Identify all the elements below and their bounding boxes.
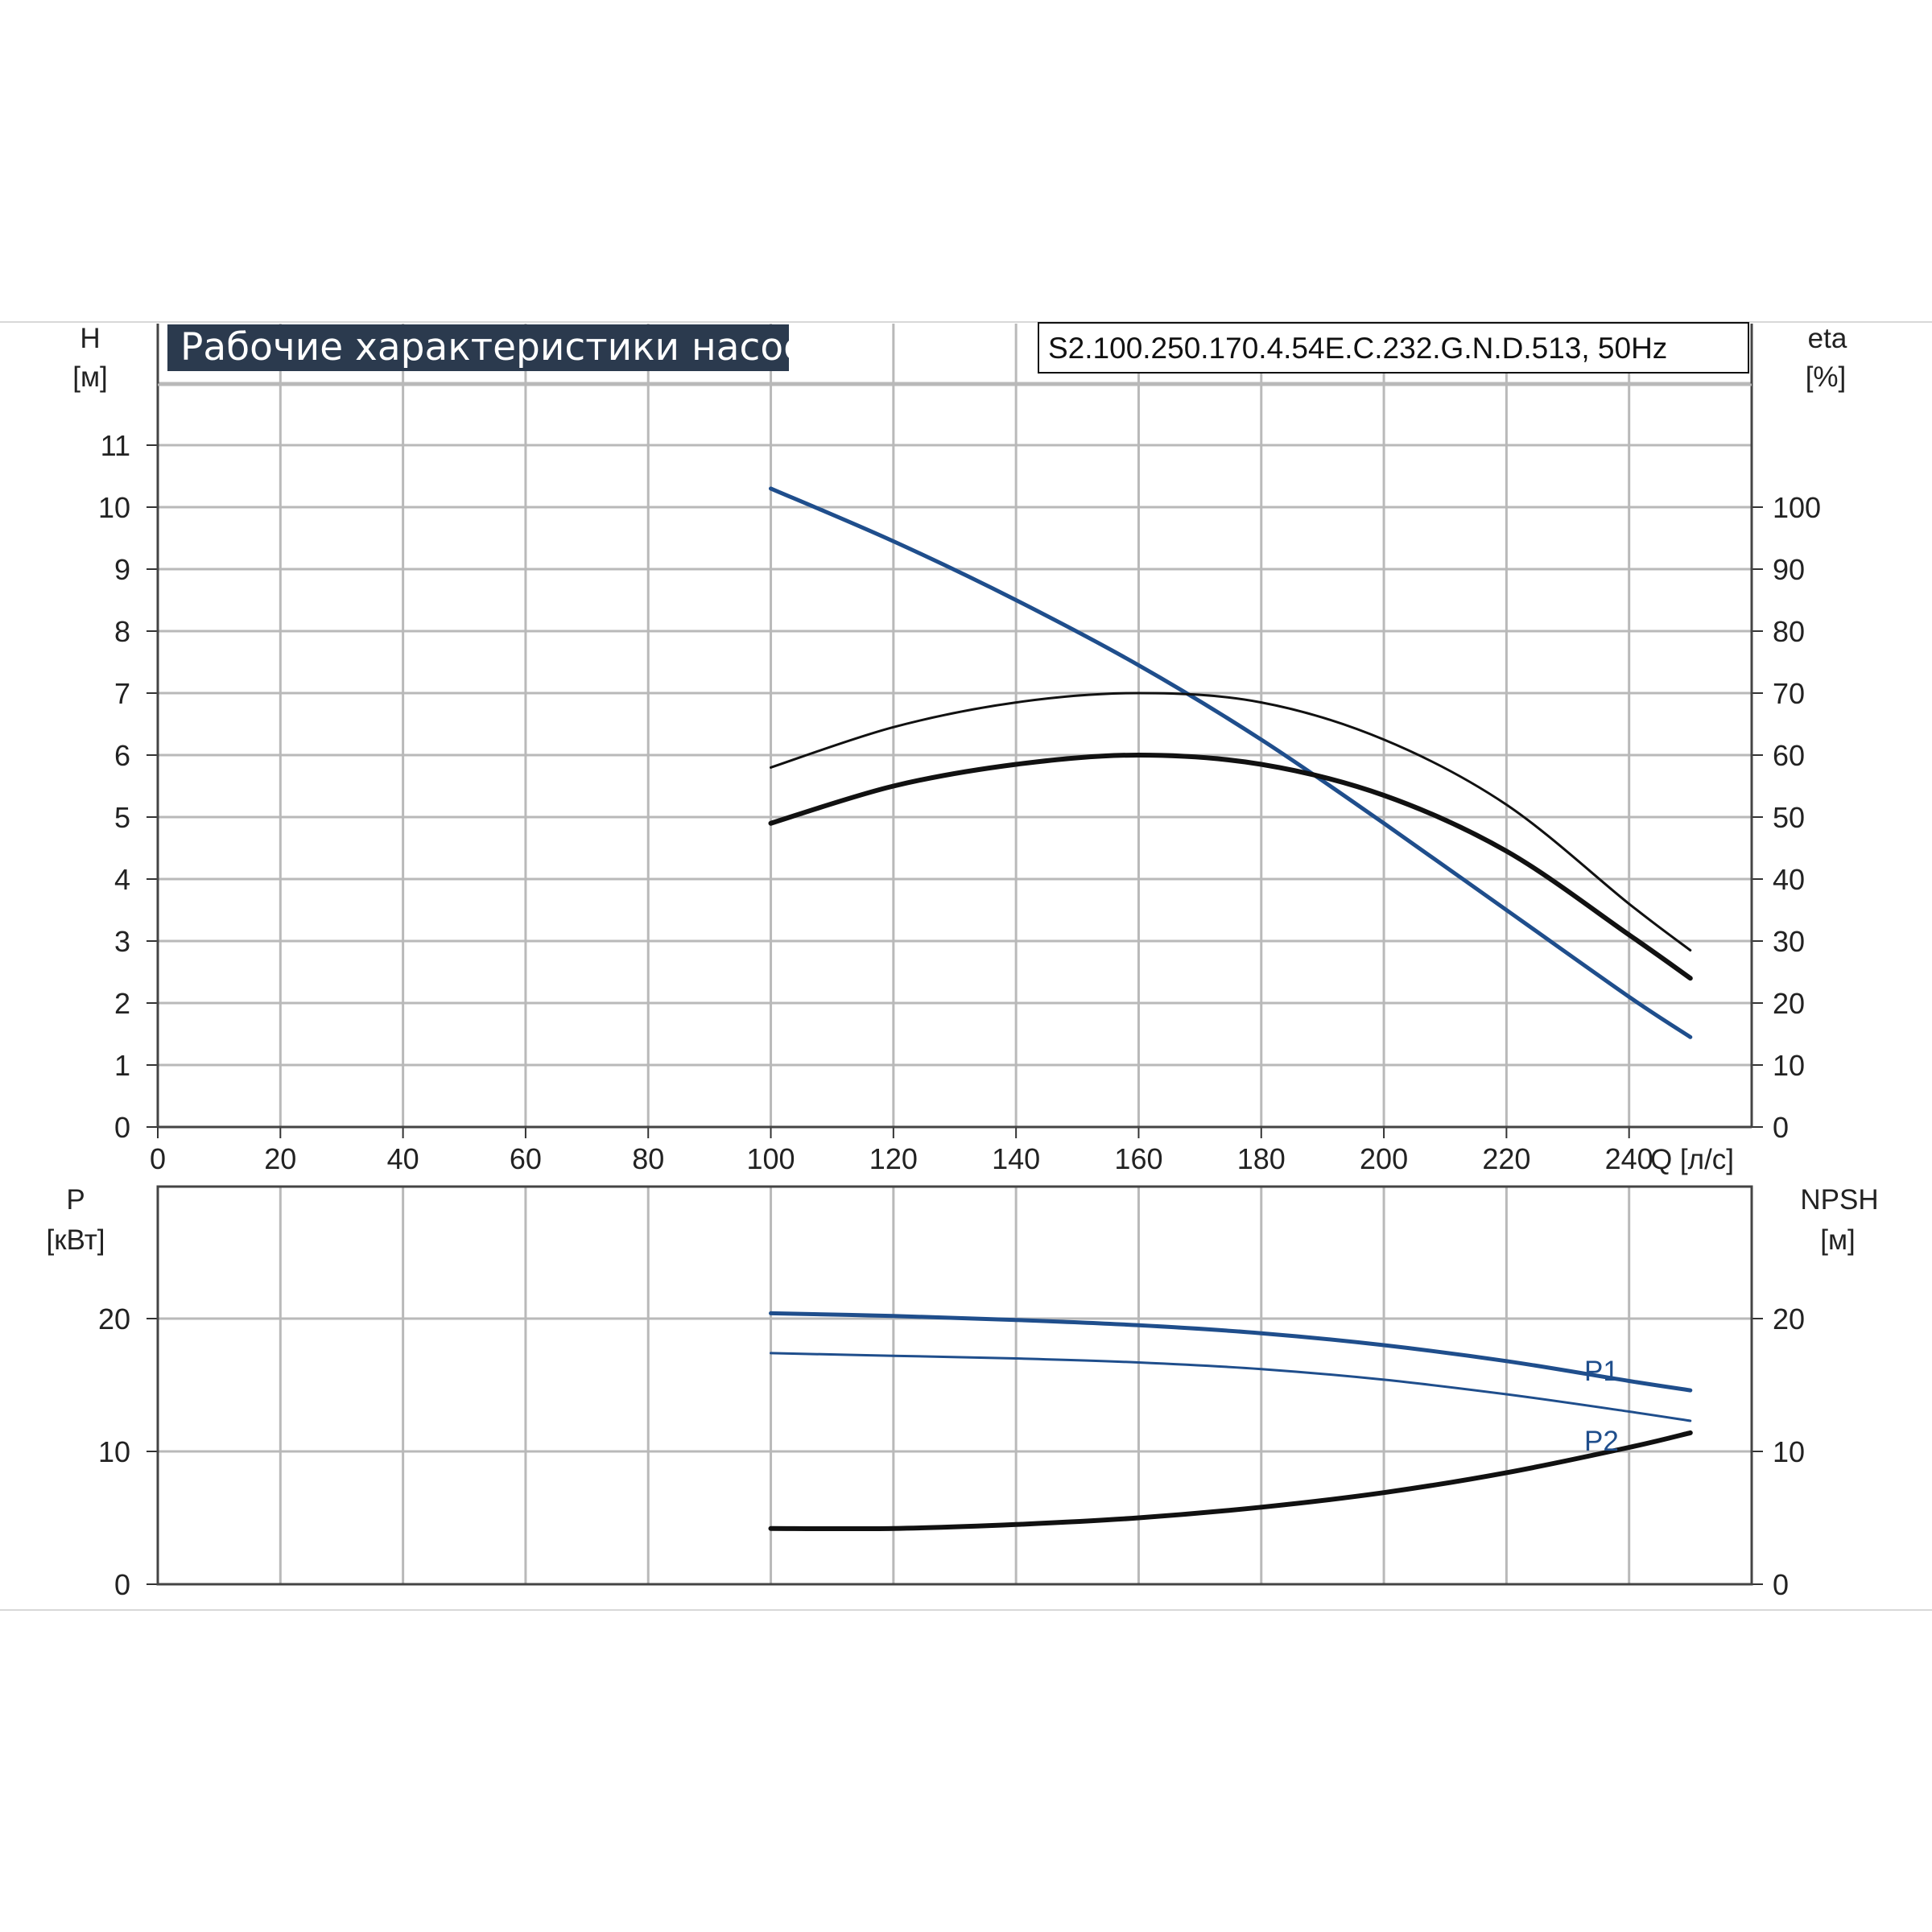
y-tick-label: 6 bbox=[114, 739, 130, 772]
y2-tick-label: 90 bbox=[1773, 553, 1805, 586]
y2-tick-label: 10 bbox=[1773, 1049, 1805, 1082]
x-tick-label: 240 bbox=[1605, 1142, 1653, 1175]
curve-label-p2: P2 bbox=[1584, 1426, 1619, 1457]
x-axis-label-q: Q [л/с] bbox=[1650, 1144, 1734, 1175]
frame-lines bbox=[0, 321, 1932, 1611]
y-tick-label: 8 bbox=[114, 615, 130, 648]
top-curve-2 bbox=[768, 752, 1693, 981]
y-axis-unit-h: [м] bbox=[72, 361, 108, 393]
y2-tick-label: 70 bbox=[1773, 677, 1805, 710]
y2-axis-label-npsh: NPSH bbox=[1800, 1184, 1878, 1216]
y-tick-label: 0 bbox=[114, 1568, 130, 1601]
y2-tick-label: 20 bbox=[1773, 987, 1805, 1020]
y-tick-label: 5 bbox=[114, 801, 130, 834]
y-tick-label: 10 bbox=[98, 1435, 130, 1468]
y2-tick-label: 0 bbox=[1773, 1568, 1789, 1601]
y-axis-label-p: P bbox=[66, 1184, 85, 1216]
bottom-panel-grid bbox=[147, 1185, 1763, 1586]
curve-p1 bbox=[769, 1311, 1693, 1393]
curve-p2 bbox=[770, 1352, 1692, 1422]
top-curve-1 bbox=[770, 691, 1692, 952]
model-label: S2.100.250.170.4.54E.C.232.G.N.D.513, 50… bbox=[1048, 332, 1667, 365]
y-tick-label: 1 bbox=[114, 1049, 130, 1082]
y-tick-label: 3 bbox=[114, 925, 130, 958]
y-tick-label: 2 bbox=[114, 987, 130, 1020]
model-box bbox=[1038, 322, 1749, 374]
top-curve-0 bbox=[769, 486, 1693, 1039]
curve-label-p1: P1 bbox=[1584, 1356, 1619, 1387]
y2-tick-label: 100 bbox=[1773, 491, 1821, 524]
y-tick-label: 7 bbox=[114, 677, 130, 710]
x-tick-label: 160 bbox=[1114, 1142, 1162, 1175]
x-tick-label: 80 bbox=[632, 1142, 664, 1175]
y2-axis-unit-npsh: [м] bbox=[1820, 1224, 1856, 1256]
y-tick-label: 9 bbox=[114, 553, 130, 586]
top-panel-grid bbox=[147, 324, 1763, 1138]
y-tick-label: 20 bbox=[98, 1302, 130, 1335]
bottom-panel-frame bbox=[156, 1185, 1753, 1586]
y2-tick-label: 60 bbox=[1773, 739, 1805, 772]
x-tick-label: 20 bbox=[264, 1142, 296, 1175]
x-tick-label: 100 bbox=[746, 1142, 795, 1175]
y2-tick-label: 50 bbox=[1773, 801, 1805, 834]
y2-axis-unit-eta: [%] bbox=[1806, 361, 1847, 393]
x-tick-label: 0 bbox=[150, 1142, 166, 1175]
curve-npsh bbox=[768, 1430, 1693, 1532]
x-tick-label: 200 bbox=[1360, 1142, 1408, 1175]
x-tick-label: 180 bbox=[1237, 1142, 1286, 1175]
y2-tick-label: 0 bbox=[1773, 1111, 1789, 1144]
y2-tick-label: 40 bbox=[1773, 863, 1805, 896]
x-tick-label: 220 bbox=[1482, 1142, 1530, 1175]
y2-tick-label: 10 bbox=[1773, 1435, 1805, 1468]
y2-tick-label: 30 bbox=[1773, 925, 1805, 958]
chart-title: Рабочие характеристики насоса bbox=[180, 325, 828, 369]
y-tick-label: 10 bbox=[98, 491, 130, 524]
y-tick-label: 4 bbox=[114, 863, 130, 896]
y-axis-unit-p: [кВт] bbox=[47, 1224, 105, 1256]
x-tick-label: 60 bbox=[510, 1142, 542, 1175]
x-tick-label: 40 bbox=[387, 1142, 419, 1175]
curves bbox=[768, 486, 1693, 1532]
y-tick-label: 0 bbox=[114, 1111, 130, 1144]
y2-axis-label-eta: eta bbox=[1808, 323, 1847, 354]
y2-tick-label: 80 bbox=[1773, 615, 1805, 648]
x-tick-label: 120 bbox=[869, 1142, 918, 1175]
x-tick-label: 140 bbox=[992, 1142, 1040, 1175]
chart-title-box bbox=[167, 324, 789, 371]
y-tick-label: 11 bbox=[101, 429, 130, 462]
y2-tick-label: 20 bbox=[1773, 1302, 1805, 1335]
y-axis-label-h: H bbox=[80, 323, 100, 354]
